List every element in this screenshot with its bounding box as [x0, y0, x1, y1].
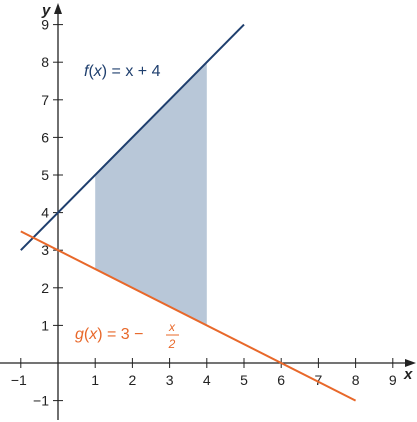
series-f-fn: f — [84, 63, 90, 80]
x-axis-arrow — [405, 359, 416, 367]
series-f-var: x — [93, 63, 103, 80]
y-axis-arrow — [54, 3, 62, 14]
y-tick-label: 3 — [41, 242, 49, 258]
series-g-fn: g — [75, 326, 84, 343]
x-tick-label: 1 — [91, 372, 99, 388]
y-tick-label: 2 — [41, 280, 49, 296]
series-g-label: g(x) = 3 − — [75, 326, 143, 343]
series-g-frac-numerator: x — [168, 320, 176, 334]
series-f-close: ) — [102, 63, 107, 80]
y-tick-label: 6 — [41, 129, 49, 145]
series-f-open: ( — [88, 63, 94, 80]
y-tick-label: −1 — [33, 393, 49, 409]
x-tick-label: 3 — [166, 372, 174, 388]
x-tick-label: 6 — [277, 372, 285, 388]
x-tick-label: 5 — [240, 372, 248, 388]
x-tick-label: 2 — [129, 372, 137, 388]
x-ticks: −1 1 2 3 4 5 6 7 8 9 — [11, 358, 397, 388]
series-g-close: ) — [97, 326, 102, 343]
y-tick-label: 1 — [41, 317, 49, 333]
y-ticks: −1 1 2 3 4 5 6 7 8 9 — [33, 17, 63, 409]
series-g-frac-denominator: 2 — [168, 337, 176, 351]
x-tick-label: 8 — [352, 372, 360, 388]
series-g-line — [20, 230, 357, 402]
x-tick-label: −1 — [11, 372, 27, 388]
y-tick-label: 4 — [41, 205, 49, 221]
x-tick-label: 7 — [315, 372, 323, 388]
shaded-region — [95, 62, 207, 326]
series-f-line — [20, 23, 245, 251]
x-axis-label: x — [403, 366, 413, 383]
x-tick-label: 4 — [203, 372, 211, 388]
series-f-label: f(x) = x + 4 — [84, 63, 161, 80]
series-f-rhs: = x + 4 — [107, 63, 160, 80]
y-tick-label: 9 — [41, 17, 49, 33]
y-tick-label: 5 — [41, 167, 49, 183]
series-g-rhs: = 3 − — [103, 326, 144, 343]
y-tick-label: 7 — [41, 92, 49, 108]
series-g-var: x — [88, 326, 98, 343]
x-tick-label: 9 — [389, 372, 397, 388]
y-axis-label: y — [41, 2, 51, 19]
y-tick-label: 8 — [41, 54, 49, 70]
series-g-open: ( — [84, 326, 90, 343]
